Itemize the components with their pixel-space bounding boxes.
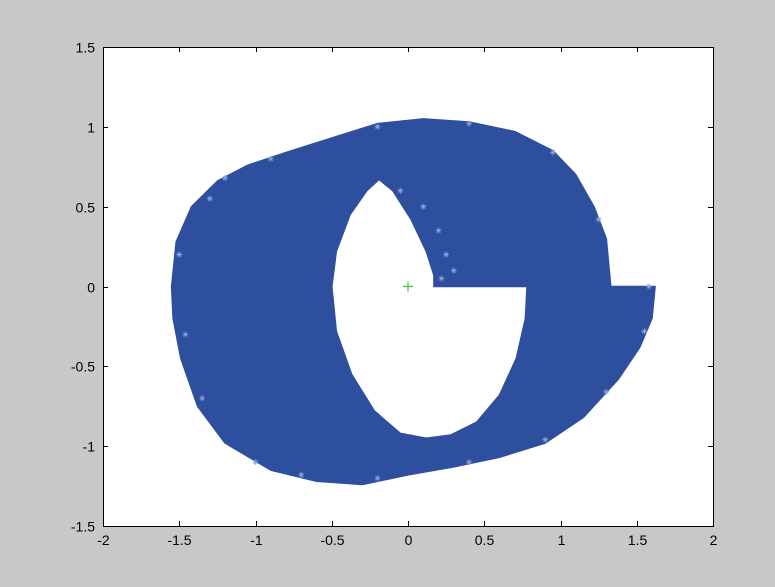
data-layer bbox=[170, 118, 656, 486]
x-tick-label: 0.5 bbox=[475, 532, 495, 548]
x-tick-label: -2 bbox=[97, 532, 110, 548]
x-tick-label: 1.5 bbox=[628, 532, 648, 548]
star-marker bbox=[435, 227, 442, 234]
star-marker bbox=[595, 216, 602, 223]
star-marker bbox=[420, 203, 427, 210]
star-marker bbox=[443, 251, 450, 258]
star-marker bbox=[438, 275, 445, 282]
y-tick-label: -1.5 bbox=[71, 519, 95, 535]
star-marker bbox=[374, 475, 381, 482]
x-tick-label: -0.5 bbox=[320, 532, 344, 548]
star-marker bbox=[199, 395, 206, 402]
x-tick-label: 2 bbox=[710, 532, 718, 548]
star-marker bbox=[549, 149, 556, 156]
y-axis: -1.5 -1 -0.5 0 0.5 1 1.5 bbox=[71, 40, 713, 535]
star-marker bbox=[374, 123, 381, 130]
scatter-point-cloud bbox=[170, 118, 656, 486]
y-tick-label: 1 bbox=[87, 120, 95, 136]
y-tick-label: 1.5 bbox=[76, 40, 96, 56]
origin-plus-marker bbox=[403, 281, 413, 292]
star-marker bbox=[222, 174, 228, 181]
x-tick-label: -1 bbox=[250, 532, 263, 548]
x-tick-label: 1 bbox=[558, 532, 566, 548]
star-marker bbox=[466, 459, 472, 466]
star-marker bbox=[397, 187, 404, 194]
star-marker bbox=[176, 251, 183, 258]
star-marker bbox=[182, 331, 189, 338]
y-tick-label: 0 bbox=[87, 280, 95, 296]
y-tick-label: -0.5 bbox=[71, 359, 95, 375]
star-marker bbox=[206, 195, 213, 202]
star-marker bbox=[542, 436, 549, 443]
star-marker bbox=[641, 328, 648, 335]
star-marker bbox=[450, 267, 457, 274]
star-marker bbox=[267, 155, 274, 162]
x-tick-label: 0 bbox=[405, 532, 413, 548]
star-marker bbox=[466, 120, 472, 127]
y-tick-label: 0.5 bbox=[76, 200, 96, 216]
star-marker bbox=[603, 388, 610, 395]
x-tick-label: -1.5 bbox=[167, 532, 191, 548]
y-tick-label: -1 bbox=[83, 439, 96, 455]
x-axis: -2 -1.5 -1 -0.5 0 0.5 1 1.5 2 bbox=[97, 47, 718, 548]
star-marker bbox=[252, 459, 259, 466]
star-marker bbox=[645, 283, 652, 290]
star-marker bbox=[298, 471, 305, 478]
